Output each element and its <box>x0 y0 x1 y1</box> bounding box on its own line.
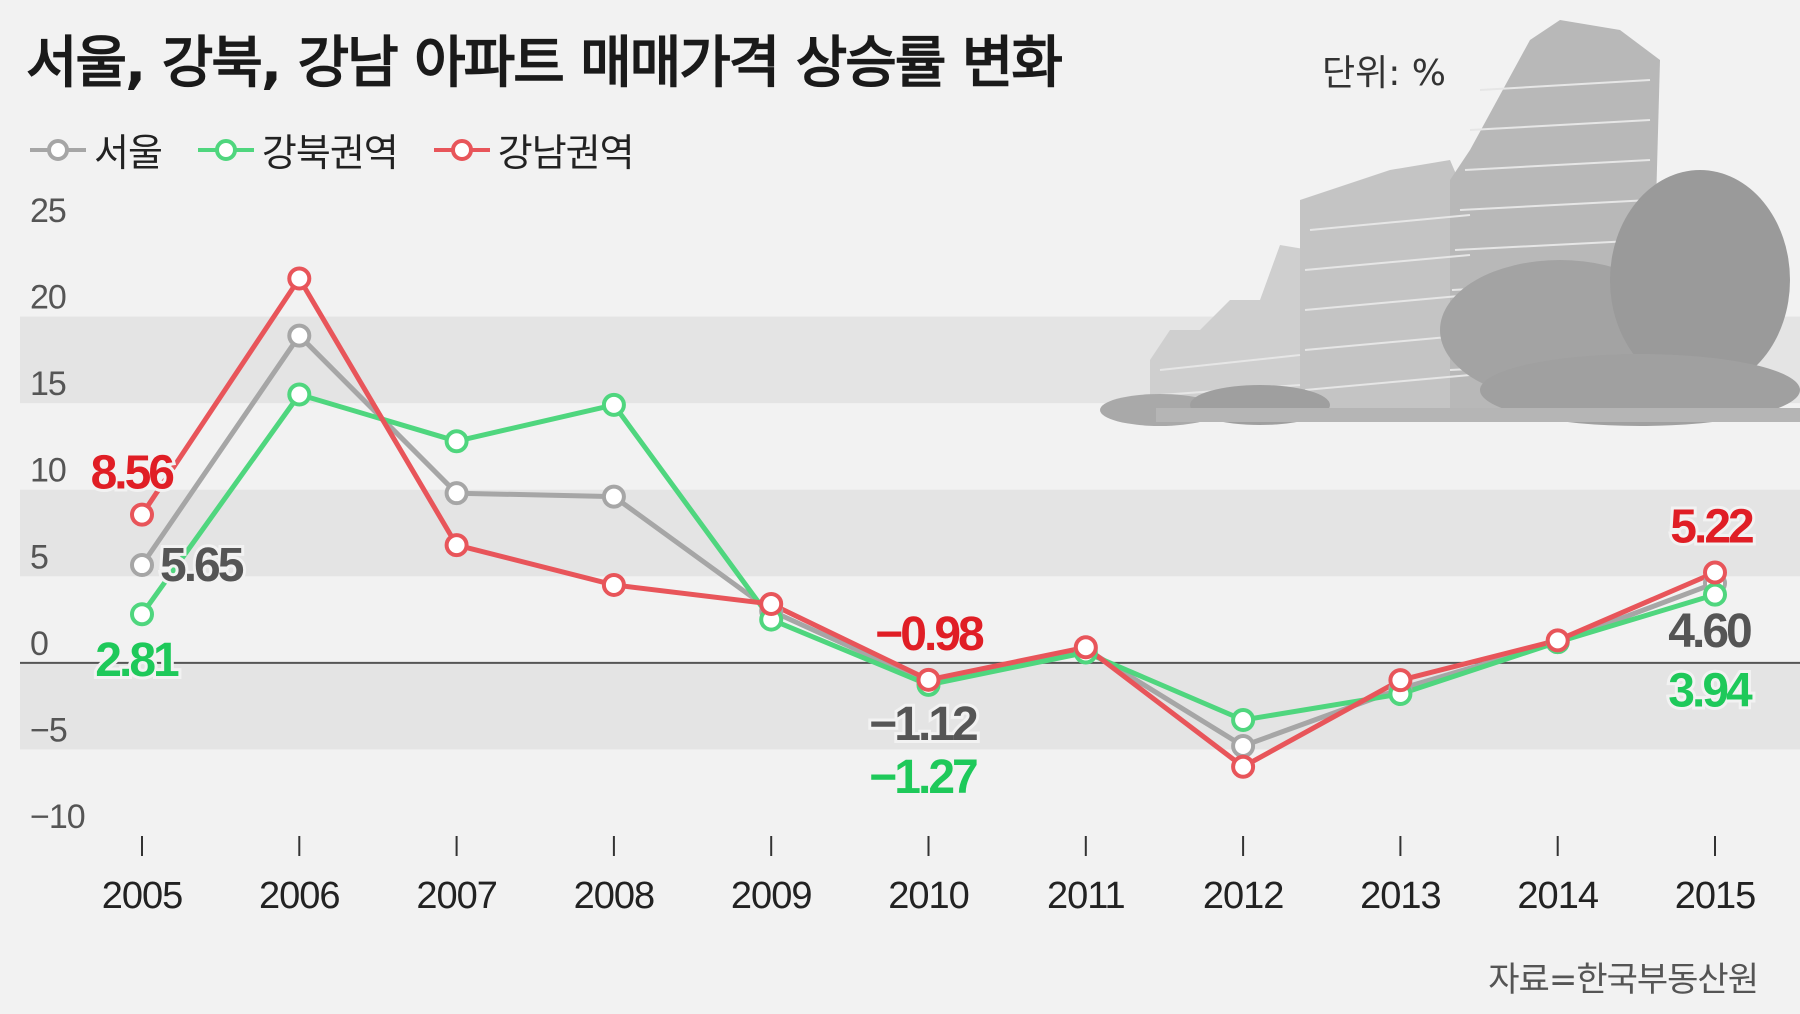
y-tick-label: −5 <box>30 711 67 749</box>
y-tick-label: −10 <box>30 798 85 836</box>
data-point <box>1231 707 1256 732</box>
data-point <box>1703 560 1727 585</box>
data-point <box>287 266 312 291</box>
legend-item-gangbuk: 강북권역 <box>196 122 399 177</box>
x-axis: 2005 2006 2007 2008 2009 2010 2011 2012 2013 2014… <box>102 836 1756 917</box>
legend-line-circle-icon <box>30 138 86 161</box>
y-tick-label: 15 <box>30 365 66 403</box>
x-tick-label: 2007 <box>416 875 497 917</box>
data-label: −1.12 <box>869 698 977 751</box>
apartment-building-illustration <box>1100 20 1800 426</box>
data-point <box>287 323 312 348</box>
data-point <box>1073 635 1098 660</box>
data-label: −1.27 <box>869 751 977 804</box>
data-point <box>444 481 469 506</box>
legend: 서울 강북권역 강남권역 <box>28 122 635 177</box>
x-tick-label: 2011 <box>1047 875 1125 917</box>
data-point <box>916 667 941 692</box>
unit-label: 단위: % <box>1322 53 1447 94</box>
data-point <box>1388 668 1413 693</box>
data-point <box>444 533 469 558</box>
data-point <box>130 502 154 527</box>
data-point <box>130 602 154 627</box>
x-tick-label: 2006 <box>259 875 340 917</box>
y-tick-label: 10 <box>30 452 66 490</box>
data-point <box>287 382 312 407</box>
data-label: 4.60 <box>1668 605 1751 658</box>
legend-item-seoul: 서울 <box>28 122 163 177</box>
data-point <box>1545 628 1570 653</box>
x-tick-label: 2014 <box>1517 875 1598 917</box>
data-point <box>1703 582 1727 607</box>
source-credit: 자료=한국부동산원 <box>1488 960 1759 1000</box>
data-point <box>601 572 626 597</box>
y-axis: 25 20 15 10 5 0 −5 −10 <box>30 192 86 836</box>
x-tick-label: 2005 <box>102 875 183 917</box>
data-point <box>444 429 469 454</box>
data-label: 2.81 <box>95 634 179 687</box>
x-tick-label: 2008 <box>574 875 655 917</box>
x-tick-label: 2010 <box>888 875 969 917</box>
y-tick-label: 0 <box>30 625 48 663</box>
legend-line-circle-icon <box>197 138 254 161</box>
data-point <box>130 553 154 578</box>
data-point <box>1231 733 1256 758</box>
x-tick-label: 2012 <box>1203 875 1284 917</box>
y-tick-label: 25 <box>30 192 66 230</box>
data-point <box>1231 754 1256 779</box>
data-label: 8.56 <box>91 447 174 500</box>
data-label: 3.94 <box>1668 665 1753 718</box>
data-point <box>601 484 626 509</box>
legend-item-gangnam: 강남권역 <box>432 122 635 177</box>
legend-label-seoul: 서울 <box>94 131 163 175</box>
data-point <box>759 591 784 616</box>
chart-title: 서울, 강북, 강남 아파트 매매가격 상승률 변화 <box>26 31 1063 96</box>
series-points <box>130 266 1727 779</box>
data-point <box>601 392 626 417</box>
y-tick-label: 20 <box>30 279 66 317</box>
data-label: 5.22 <box>1670 500 1753 553</box>
legend-line-circle-icon <box>433 138 490 161</box>
x-tick-label: 2013 <box>1360 875 1441 917</box>
legend-label-gangnam: 강남권역 <box>497 131 635 175</box>
legend-label-gangbuk: 강북권역 <box>261 131 399 175</box>
y-tick-label: 5 <box>30 538 48 576</box>
x-tick-label: 2015 <box>1675 875 1756 917</box>
band <box>20 489 1800 577</box>
data-labels: 8.56 5.65 2.81 −0.98 −1.12−1.27 5.22 4.60 3.94 <box>88 444 1759 807</box>
data-label: 5.65 <box>160 539 244 592</box>
x-tick-label: 2009 <box>731 875 812 917</box>
data-label: −0.98 <box>875 608 984 661</box>
